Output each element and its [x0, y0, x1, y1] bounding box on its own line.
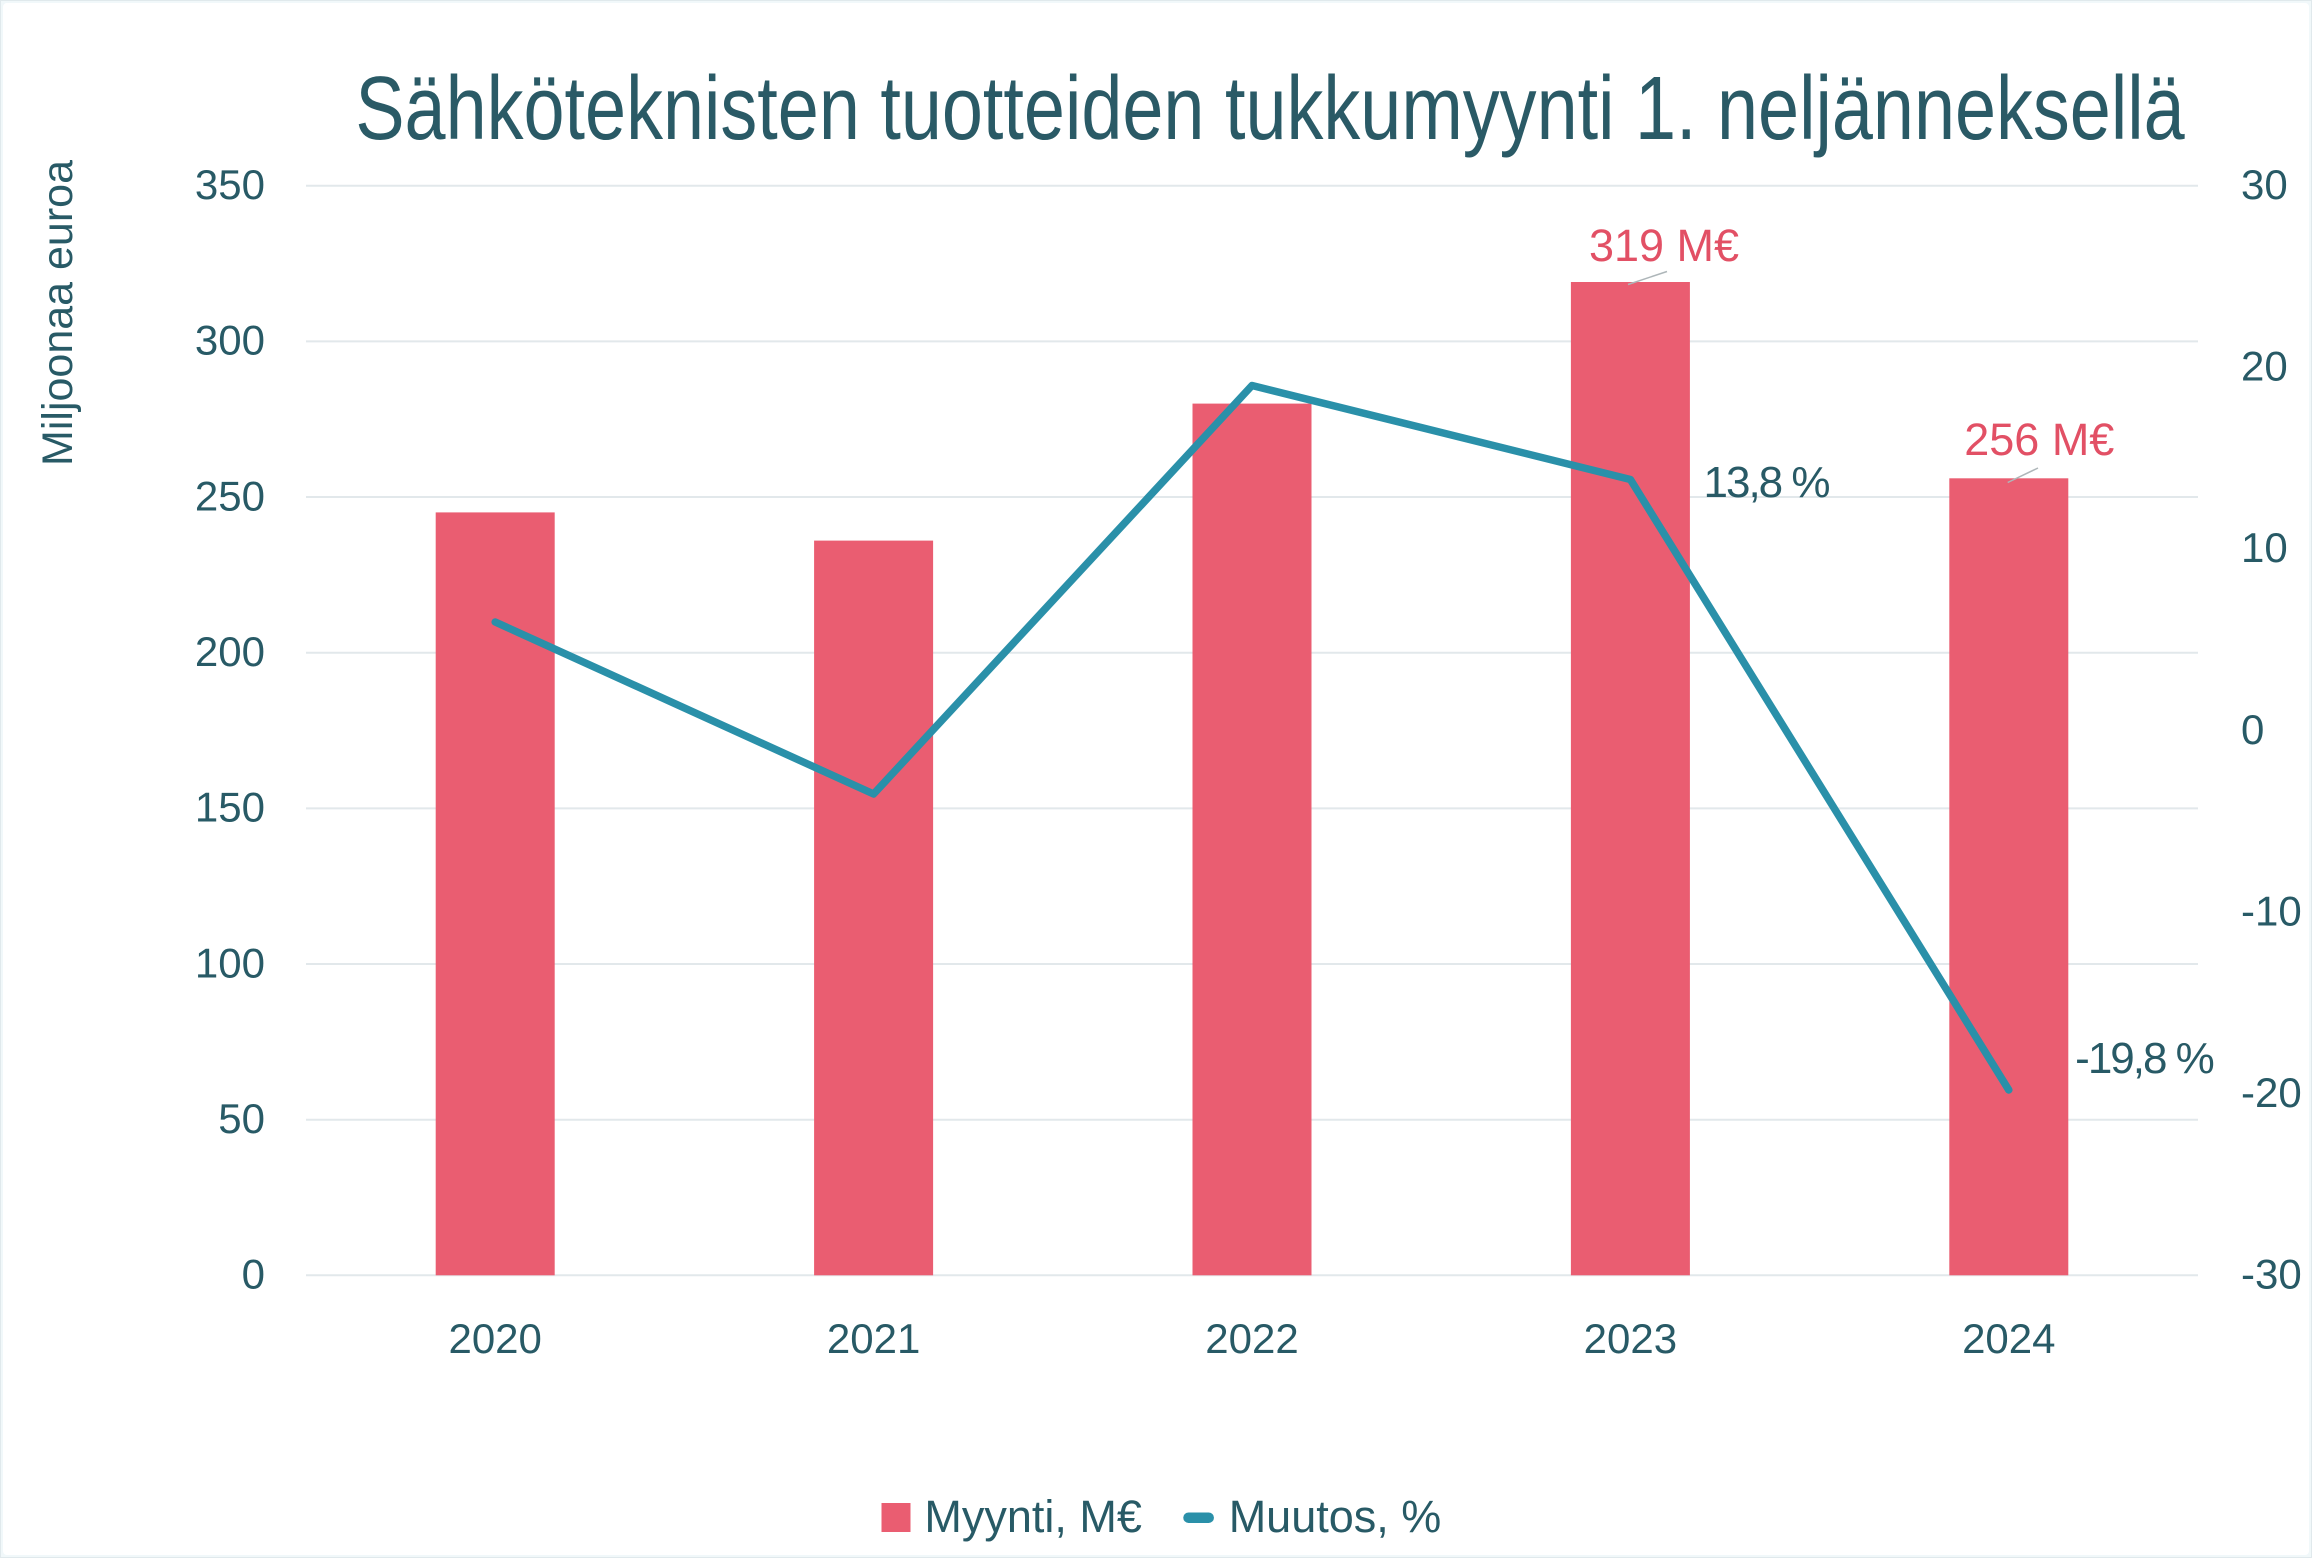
svg-text:-30: -30 — [2241, 1251, 2302, 1298]
svg-text:2024: 2024 — [1962, 1315, 2055, 1362]
svg-text:13,8 %: 13,8 % — [1704, 458, 1830, 507]
svg-text:256 M€: 256 M€ — [1964, 414, 2114, 465]
svg-text:0: 0 — [242, 1251, 265, 1298]
svg-text:319 M€: 319 M€ — [1589, 220, 1739, 271]
svg-text:300: 300 — [195, 317, 265, 364]
svg-text:2020: 2020 — [448, 1315, 541, 1362]
svg-text:2021: 2021 — [827, 1315, 920, 1362]
svg-text:Miljoonaa euroa: Miljoonaa euroa — [34, 160, 82, 466]
svg-text:250: 250 — [195, 472, 265, 519]
svg-text:Muutos, %: Muutos, % — [1229, 1491, 1442, 1542]
svg-text:-19,8 %: -19,8 % — [2075, 1034, 2214, 1083]
svg-text:350: 350 — [195, 161, 265, 208]
svg-text:2023: 2023 — [1584, 1315, 1677, 1362]
svg-text:200: 200 — [195, 628, 265, 675]
svg-text:100: 100 — [195, 939, 265, 986]
svg-text:30: 30 — [2241, 161, 2288, 208]
svg-text:-10: -10 — [2241, 887, 2302, 934]
svg-text:0: 0 — [2241, 706, 2264, 753]
svg-text:2022: 2022 — [1205, 1315, 1298, 1362]
svg-text:Sähköteknisten tuotteiden tukk: Sähköteknisten tuotteiden tukkumyynti 1.… — [355, 59, 2185, 159]
svg-text:10: 10 — [2241, 524, 2288, 571]
svg-text:Myynti, M€: Myynti, M€ — [924, 1491, 1142, 1542]
svg-text:20: 20 — [2241, 343, 2288, 390]
svg-text:50: 50 — [218, 1095, 265, 1142]
svg-text:150: 150 — [195, 784, 265, 831]
svg-text:-20: -20 — [2241, 1069, 2302, 1116]
